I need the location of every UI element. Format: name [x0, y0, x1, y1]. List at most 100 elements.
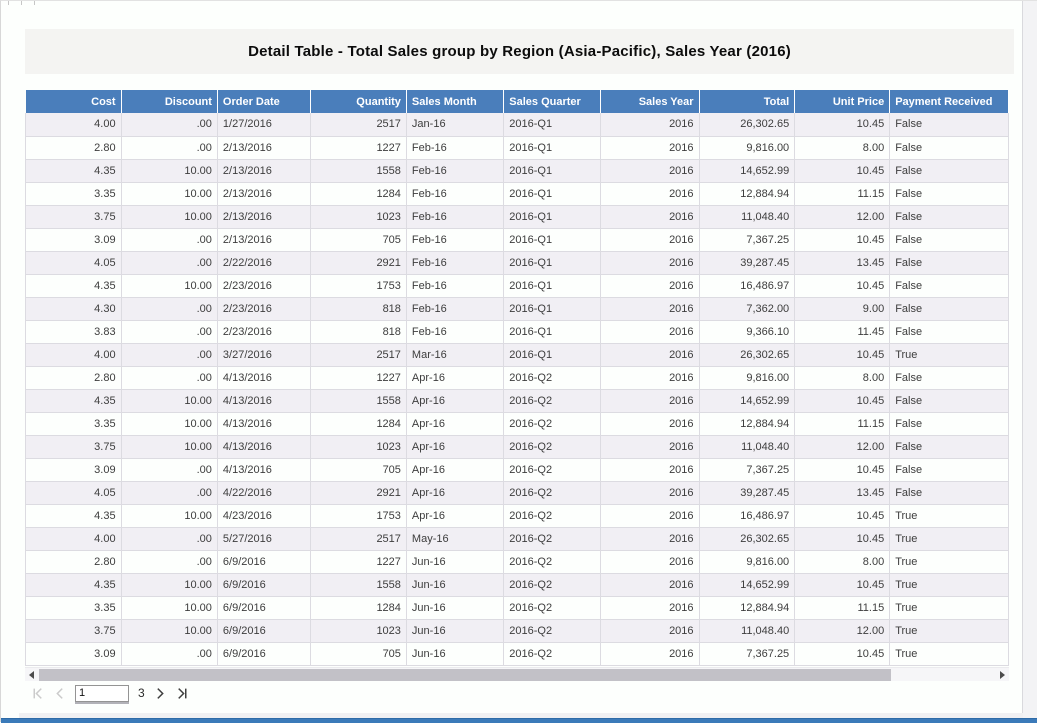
table-cell: 705 — [309, 228, 407, 252]
table-cell: 10.45 — [794, 389, 891, 413]
table-cell: True — [889, 550, 1009, 574]
table-cell: 4/23/2016 — [216, 504, 311, 528]
table-cell: False — [889, 228, 1009, 252]
table-cell: .00 — [120, 481, 218, 505]
table-cell: 2016-Q2 — [503, 389, 602, 413]
table-cell: 1558 — [309, 159, 407, 183]
table-cell: 6/9/2016 — [216, 619, 311, 643]
table-cell: 3.09 — [25, 642, 122, 666]
page-number-input[interactable] — [75, 684, 129, 702]
table-row: 2.80.00 6/9/2016 1227 Jun-16 2016-Q2 2016 9,81… — [25, 550, 1009, 574]
table-row: 4.35 10.00 2/23/2016 1753 Feb-16 2016-Q1 2016 1… — [25, 274, 1009, 298]
table-row: 4.00.00 1/27/2016 2517 Jan-16 2016-Q1 2016 26,… — [25, 113, 1009, 137]
table-header: Cost Discount Order Date Quantity Sales Mont… — [25, 90, 1009, 113]
next-page-button[interactable] — [154, 687, 167, 700]
table-cell: 6/9/2016 — [216, 642, 311, 666]
table-cell: 2/13/2016 — [216, 228, 311, 252]
table-cell: 2016-Q1 — [503, 297, 602, 321]
table-cell: 3.09 — [25, 228, 122, 252]
horizontal-scrollbar[interactable] — [25, 667, 1009, 681]
table-cell: 1558 — [309, 389, 407, 413]
table-cell: 10.45 — [794, 228, 891, 252]
column-header-sales-year[interactable]: Sales Year — [600, 90, 700, 113]
table-cell: False — [889, 435, 1009, 459]
table-cell: 11.15 — [794, 412, 891, 436]
table-cell: Jun-16 — [405, 642, 505, 666]
top-tick-mark — [8, 1, 9, 5]
table-cell: 2016-Q1 — [503, 228, 602, 252]
table-cell: .00 — [120, 343, 218, 367]
table-cell: 10.00 — [120, 435, 218, 459]
table-cell: 2016-Q2 — [503, 642, 602, 666]
table-cell: 9.00 — [794, 297, 891, 321]
scroll-left-button[interactable] — [25, 668, 38, 682]
scrollbar-thumb[interactable] — [39, 669, 891, 681]
column-header-sales-quarter[interactable]: Sales Quarter — [503, 90, 602, 113]
table-row: 4.05.00 4/22/2016 2921 Apr-16 2016-Q2 2016 39,… — [25, 481, 1009, 505]
table-cell: 2016 — [600, 389, 700, 413]
title-band: Detail Table - Total Sales group by Regi… — [25, 29, 1014, 74]
table-cell: .00 — [120, 320, 218, 344]
table-cell: False — [889, 159, 1009, 183]
table-row: 4.00.00 5/27/2016 2517 May-16 2016-Q2 2016 26,… — [25, 527, 1009, 551]
table-cell: 16,486.97 — [698, 274, 796, 298]
column-header-quantity[interactable]: Quantity — [310, 90, 407, 113]
table-row: 3.09.00 2/13/2016 705 Feb-16 2016-Q1 2016 7,36… — [25, 228, 1009, 252]
table-cell: 12.00 — [794, 619, 891, 643]
table-cell: .00 — [120, 550, 218, 574]
table-cell: Jun-16 — [405, 573, 505, 597]
table-cell: 10.00 — [120, 504, 218, 528]
column-header-payment-received[interactable]: Payment Received — [889, 90, 1009, 113]
table-cell: 2016 — [600, 343, 700, 367]
table-cell: 2/13/2016 — [216, 182, 311, 206]
table-row: 4.35 10.00 4/23/2016 1753 Apr-16 2016-Q2 2016 1… — [25, 504, 1009, 528]
table-cell: 10.45 — [794, 527, 891, 551]
scroll-right-button[interactable] — [996, 668, 1009, 682]
column-header-cost[interactable]: Cost — [25, 90, 122, 113]
table-cell: 4/13/2016 — [216, 389, 311, 413]
table-cell: 1284 — [309, 596, 407, 620]
column-header-sales-month[interactable]: Sales Month — [406, 90, 505, 113]
table-cell: 14,652.99 — [698, 573, 796, 597]
table-cell: 2016-Q2 — [503, 504, 602, 528]
table-cell: 26,302.65 — [698, 343, 796, 367]
table-cell: 12.00 — [794, 205, 891, 229]
table-cell: 2016 — [600, 320, 700, 344]
table-row: 3.35 10.00 2/13/2016 1284 Feb-16 2016-Q1 2016 1… — [25, 182, 1009, 206]
table-cell: 10.00 — [120, 205, 218, 229]
table-cell: 4.00 — [25, 113, 122, 137]
table-cell: 14,652.99 — [698, 159, 796, 183]
first-page-button[interactable] — [31, 687, 44, 700]
table-cell: 2/13/2016 — [216, 136, 311, 160]
table-cell: 8.00 — [794, 550, 891, 574]
table-cell: 12,884.94 — [698, 596, 796, 620]
table-cell: True — [889, 596, 1009, 620]
column-header-order-date[interactable]: Order Date — [217, 90, 311, 113]
table-cell: 2.80 — [25, 550, 122, 574]
table-cell: .00 — [120, 297, 218, 321]
table-cell: 2016-Q2 — [503, 458, 602, 482]
table-cell: 2016 — [600, 527, 700, 551]
table-cell: 2016-Q2 — [503, 550, 602, 574]
column-header-unit-price[interactable]: Unit Price — [794, 90, 891, 113]
bottom-accent-bar — [1, 718, 1037, 723]
prev-page-button[interactable] — [53, 687, 66, 700]
table-cell: .00 — [120, 458, 218, 482]
last-page-button[interactable] — [176, 687, 189, 700]
column-header-discount[interactable]: Discount — [121, 90, 218, 113]
table-cell: 2016-Q2 — [503, 596, 602, 620]
table-cell: 7,367.25 — [698, 228, 796, 252]
top-tick-mark — [21, 1, 22, 5]
table-cell: 10.00 — [120, 573, 218, 597]
table-row: 3.35 10.00 4/13/2016 1284 Apr-16 2016-Q2 2016 1… — [25, 412, 1009, 436]
table-cell: 10.45 — [794, 113, 891, 137]
table-cell: 1753 — [309, 274, 407, 298]
table-cell: 2016 — [600, 136, 700, 160]
table-cell: 10.45 — [794, 458, 891, 482]
table-cell: 2016 — [600, 274, 700, 298]
table-cell: May-16 — [405, 527, 505, 551]
table-cell: True — [889, 642, 1009, 666]
table-cell: 4.00 — [25, 343, 122, 367]
column-header-total[interactable]: Total — [699, 90, 796, 113]
table-cell: 6/9/2016 — [216, 573, 311, 597]
